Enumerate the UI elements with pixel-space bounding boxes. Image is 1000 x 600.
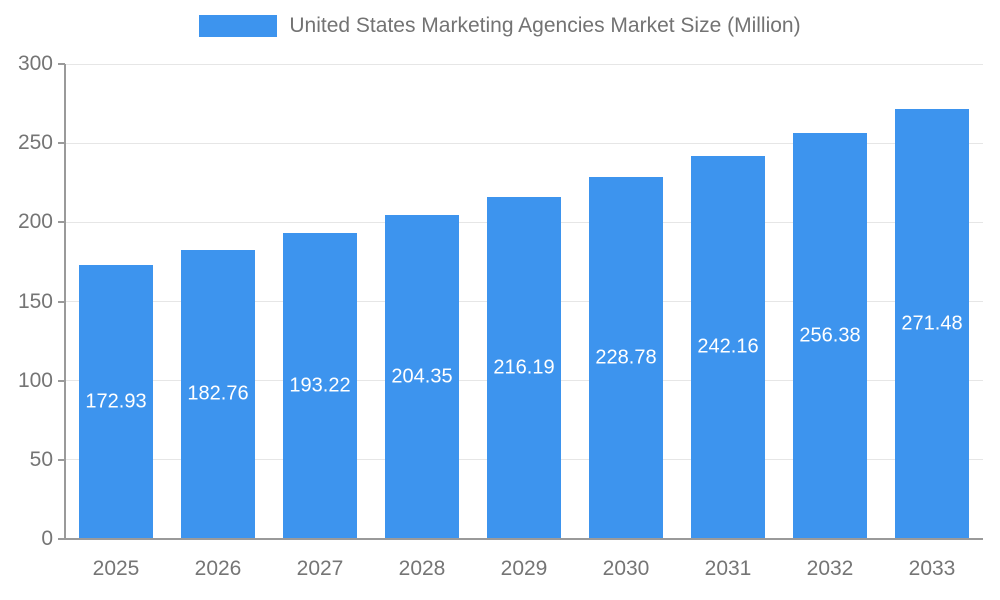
y-axis-tick: [58, 63, 65, 65]
y-axis-tick-label: 200: [17, 210, 53, 234]
legend-swatch: [199, 15, 278, 37]
x-axis-tick-label: 2033: [908, 557, 956, 580]
bar-value-label: 216.19: [493, 356, 555, 379]
bar-value-label: 271.48: [901, 312, 963, 335]
y-axis-tick: [58, 458, 65, 461]
bar-value-label: 172.93: [85, 390, 147, 413]
y-axis-tick: [58, 300, 65, 303]
y-axis-line: [64, 64, 66, 540]
y-axis-tick: [58, 142, 65, 145]
bar-value-label: 242.16: [697, 335, 759, 358]
bar: [589, 177, 663, 538]
y-axis-tick-label: 100: [17, 368, 53, 392]
y-axis-tick-label: 250: [17, 131, 53, 155]
y-axis-tick: [58, 538, 65, 540]
y-axis-tick-label: 300: [17, 52, 53, 75]
bar-value-label: 182.76: [187, 382, 249, 405]
x-axis-tick-label: 2027: [296, 557, 344, 580]
chart-title: United States Marketing Agencies Market …: [289, 14, 801, 37]
y-axis-tick-label: 150: [17, 289, 53, 313]
x-axis-tick-label: 2032: [806, 557, 854, 580]
x-axis-tick-label: 2028: [398, 557, 446, 580]
bar: [895, 109, 969, 538]
y-axis-tick-label: 50: [29, 447, 53, 471]
bar-value-label: 193.22: [289, 374, 351, 397]
gridline: [65, 142, 983, 144]
x-axis-line: [64, 538, 983, 540]
x-axis-tick-label: 2030: [602, 557, 650, 580]
x-axis-tick-label: 2026: [194, 557, 242, 580]
y-axis-tick: [58, 221, 65, 224]
x-axis-tick-label: 2025: [92, 557, 140, 580]
y-axis-tick-label: 0: [41, 527, 53, 550]
x-axis-tick-label: 2031: [704, 557, 752, 580]
bar: [793, 133, 867, 538]
bar-value-label: 256.38: [799, 324, 861, 347]
x-axis-tick-label: 2029: [500, 557, 548, 580]
bar: [283, 233, 357, 538]
bar-value-label: 204.35: [391, 365, 453, 388]
bar: [691, 156, 765, 538]
bar-value-label: 228.78: [595, 346, 657, 369]
bar: [385, 215, 459, 538]
y-axis-tick: [58, 379, 65, 382]
gridline: [65, 63, 983, 65]
bar: [181, 250, 255, 538]
chart-legend: United States Marketing Agencies Market …: [0, 14, 1000, 38]
bar: [487, 197, 561, 538]
bar: [79, 265, 153, 538]
